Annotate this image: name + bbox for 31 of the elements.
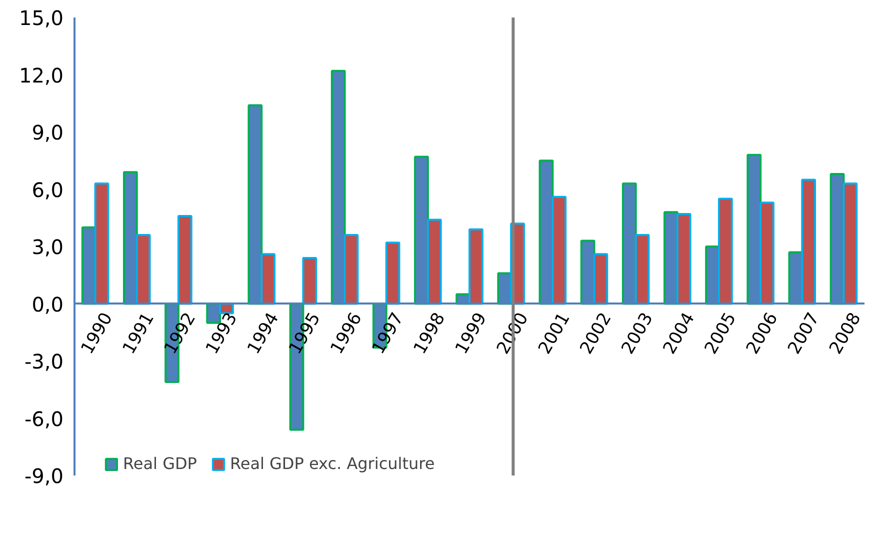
y-tick-label: -9,0 xyxy=(24,464,64,488)
x-tick-label: 2007 xyxy=(784,310,824,358)
bar xyxy=(842,182,858,305)
y-tick-label: 15,0 xyxy=(18,6,64,30)
bar xyxy=(136,234,151,305)
x-tick-label: 1999 xyxy=(452,310,492,358)
bar xyxy=(426,218,442,305)
bar xyxy=(634,234,650,305)
y-tick-label: 0,0 xyxy=(32,292,64,316)
bar xyxy=(676,213,692,305)
bar xyxy=(760,202,774,305)
bar xyxy=(302,256,318,305)
y-tick-label: 12,0 xyxy=(18,63,64,88)
bar xyxy=(385,242,400,305)
y-tick-label: 9,0 xyxy=(32,120,64,144)
legend-label: Real GDP xyxy=(123,454,197,473)
bar xyxy=(593,253,608,305)
x-tick-label: 1997 xyxy=(368,310,408,358)
bar xyxy=(468,228,484,305)
y-tick-label: -6,0 xyxy=(24,406,64,431)
bar xyxy=(344,234,359,305)
bar xyxy=(94,182,110,305)
legend-label: Real GDP exc. Agriculture xyxy=(230,454,435,473)
bar xyxy=(801,178,816,305)
y-tick-label: 3,0 xyxy=(32,235,64,259)
bar xyxy=(718,198,733,305)
y-tick-label: 6,0 xyxy=(32,178,64,202)
bar xyxy=(177,214,192,305)
y-tick-label: -3,0 xyxy=(24,350,64,374)
bar xyxy=(552,196,567,305)
bar xyxy=(260,253,276,305)
